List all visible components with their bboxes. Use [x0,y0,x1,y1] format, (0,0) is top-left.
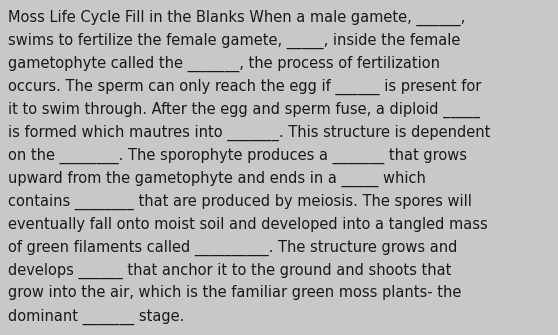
Text: gametophyte called the _______, the process of fertilization: gametophyte called the _______, the proc… [8,56,440,72]
Text: contains ________ that are produced by meiosis. The spores will: contains ________ that are produced by m… [8,194,472,210]
Text: Moss Life Cycle Fill in the Blanks When a male gamete, ______,: Moss Life Cycle Fill in the Blanks When … [8,10,465,26]
Text: dominant _______ stage.: dominant _______ stage. [8,309,185,325]
Text: occurs. The sperm can only reach the egg if ______ is present for: occurs. The sperm can only reach the egg… [8,79,482,95]
Text: develops ______ that anchor it to the ground and shoots that: develops ______ that anchor it to the gr… [8,263,452,279]
Text: is formed which mautres into _______. This structure is dependent: is formed which mautres into _______. Th… [8,125,490,141]
Text: of green filaments called __________. The structure grows and: of green filaments called __________. Th… [8,240,458,256]
Text: on the ________. The sporophyte produces a _______ that grows: on the ________. The sporophyte produces… [8,148,468,164]
Text: eventually fall onto moist soil and developed into a tangled mass: eventually fall onto moist soil and deve… [8,217,488,231]
Text: upward from the gametophyte and ends in a _____ which: upward from the gametophyte and ends in … [8,171,426,187]
Text: it to swim through. After the egg and sperm fuse, a diploid _____: it to swim through. After the egg and sp… [8,102,480,118]
Text: swims to fertilize the female gamete, _____, inside the female: swims to fertilize the female gamete, __… [8,33,461,49]
Text: grow into the air, which is the familiar green moss plants- the: grow into the air, which is the familiar… [8,285,462,300]
